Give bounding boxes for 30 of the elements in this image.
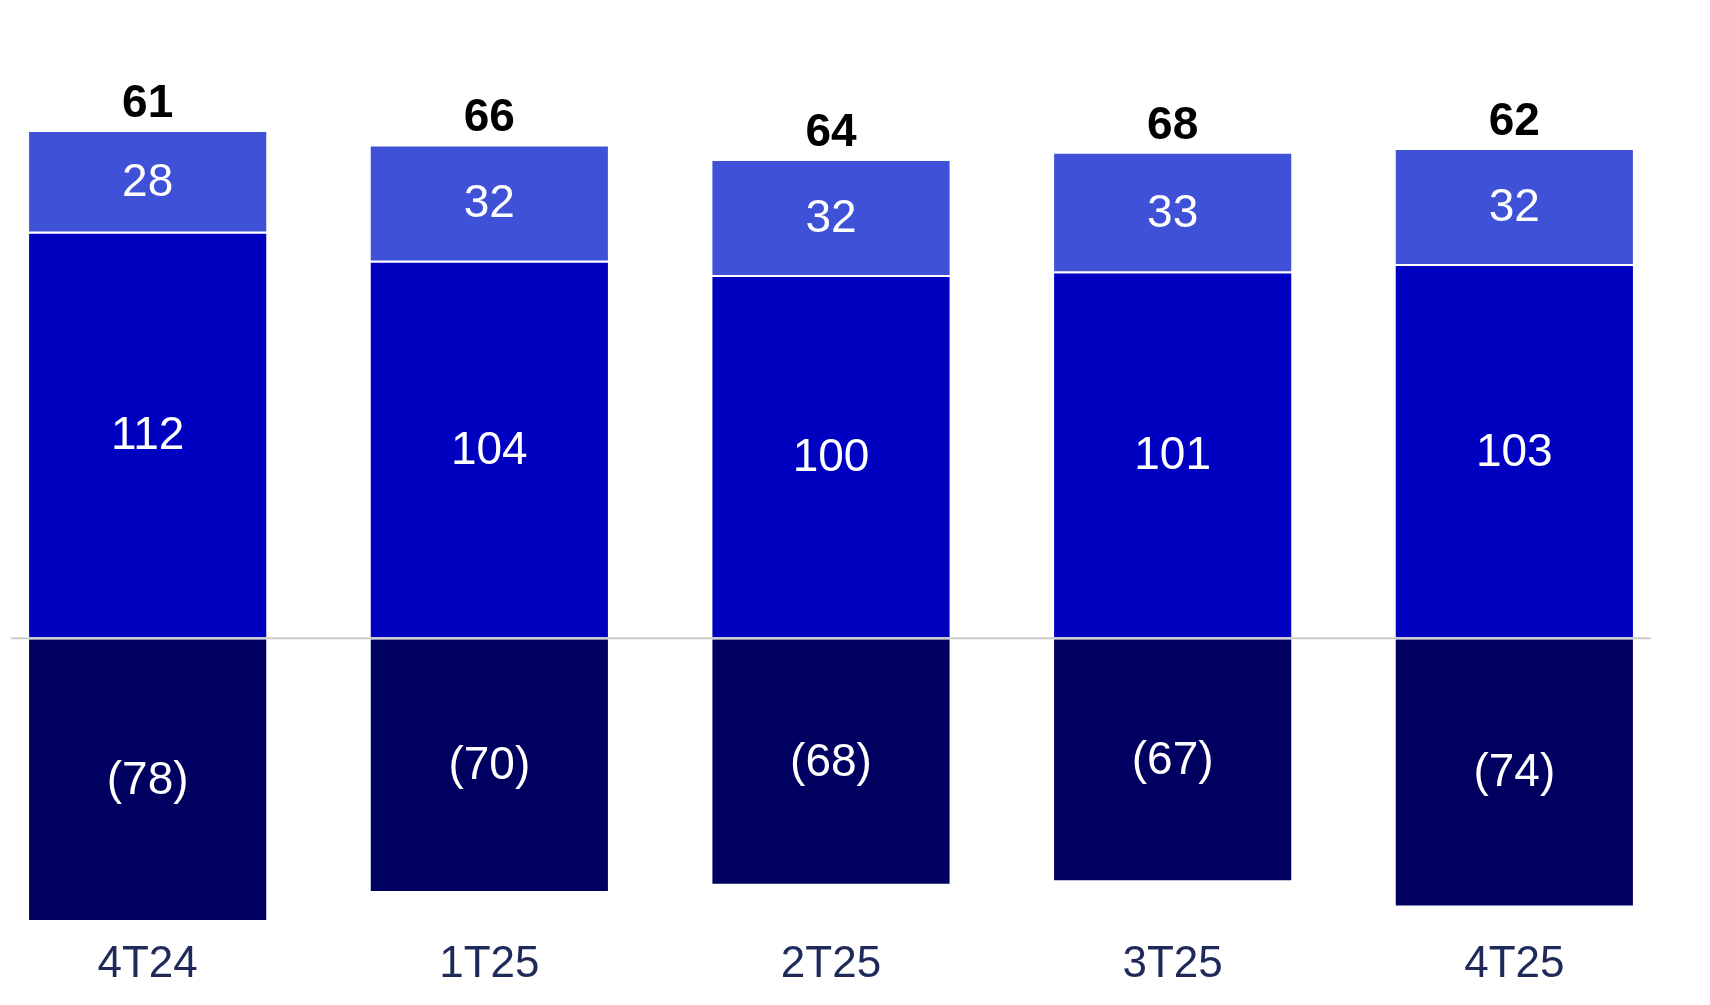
data-label: (78) bbox=[106, 751, 189, 804]
bar bbox=[368, 637, 610, 894]
total-label: 62 bbox=[1488, 93, 1540, 146]
data-label: 28 bbox=[122, 153, 174, 206]
bar bbox=[27, 637, 269, 922]
data-label: 101 bbox=[1134, 427, 1212, 480]
x-tick-label: 4T25 bbox=[1464, 936, 1565, 986]
total-label: 64 bbox=[805, 103, 857, 156]
data-label: (68) bbox=[790, 733, 872, 786]
bar bbox=[1393, 637, 1635, 908]
data-label: (67) bbox=[1131, 731, 1214, 784]
total-label: 68 bbox=[1147, 96, 1199, 149]
x-tick-label: 2T25 bbox=[780, 936, 882, 986]
data-label: (70) bbox=[448, 737, 531, 790]
data-label: 103 bbox=[1475, 423, 1553, 476]
data-label: 100 bbox=[792, 429, 870, 482]
data-label: (74) bbox=[1473, 744, 1556, 797]
data-label: 33 bbox=[1147, 184, 1199, 237]
data-label: 32 bbox=[1488, 179, 1540, 232]
data-label: 112 bbox=[110, 407, 185, 460]
x-tick-label: 1T25 bbox=[439, 936, 540, 986]
bar bbox=[1052, 637, 1294, 883]
bar bbox=[710, 637, 952, 886]
data-label: 104 bbox=[450, 421, 528, 474]
total-label: 61 bbox=[122, 75, 174, 127]
data-label: 32 bbox=[463, 175, 515, 228]
total-label: 66 bbox=[463, 89, 515, 142]
x-tick-label: 4T24 bbox=[97, 936, 198, 986]
data-label: 32 bbox=[805, 189, 857, 242]
x-tick-label: 3T25 bbox=[1122, 936, 1223, 986]
